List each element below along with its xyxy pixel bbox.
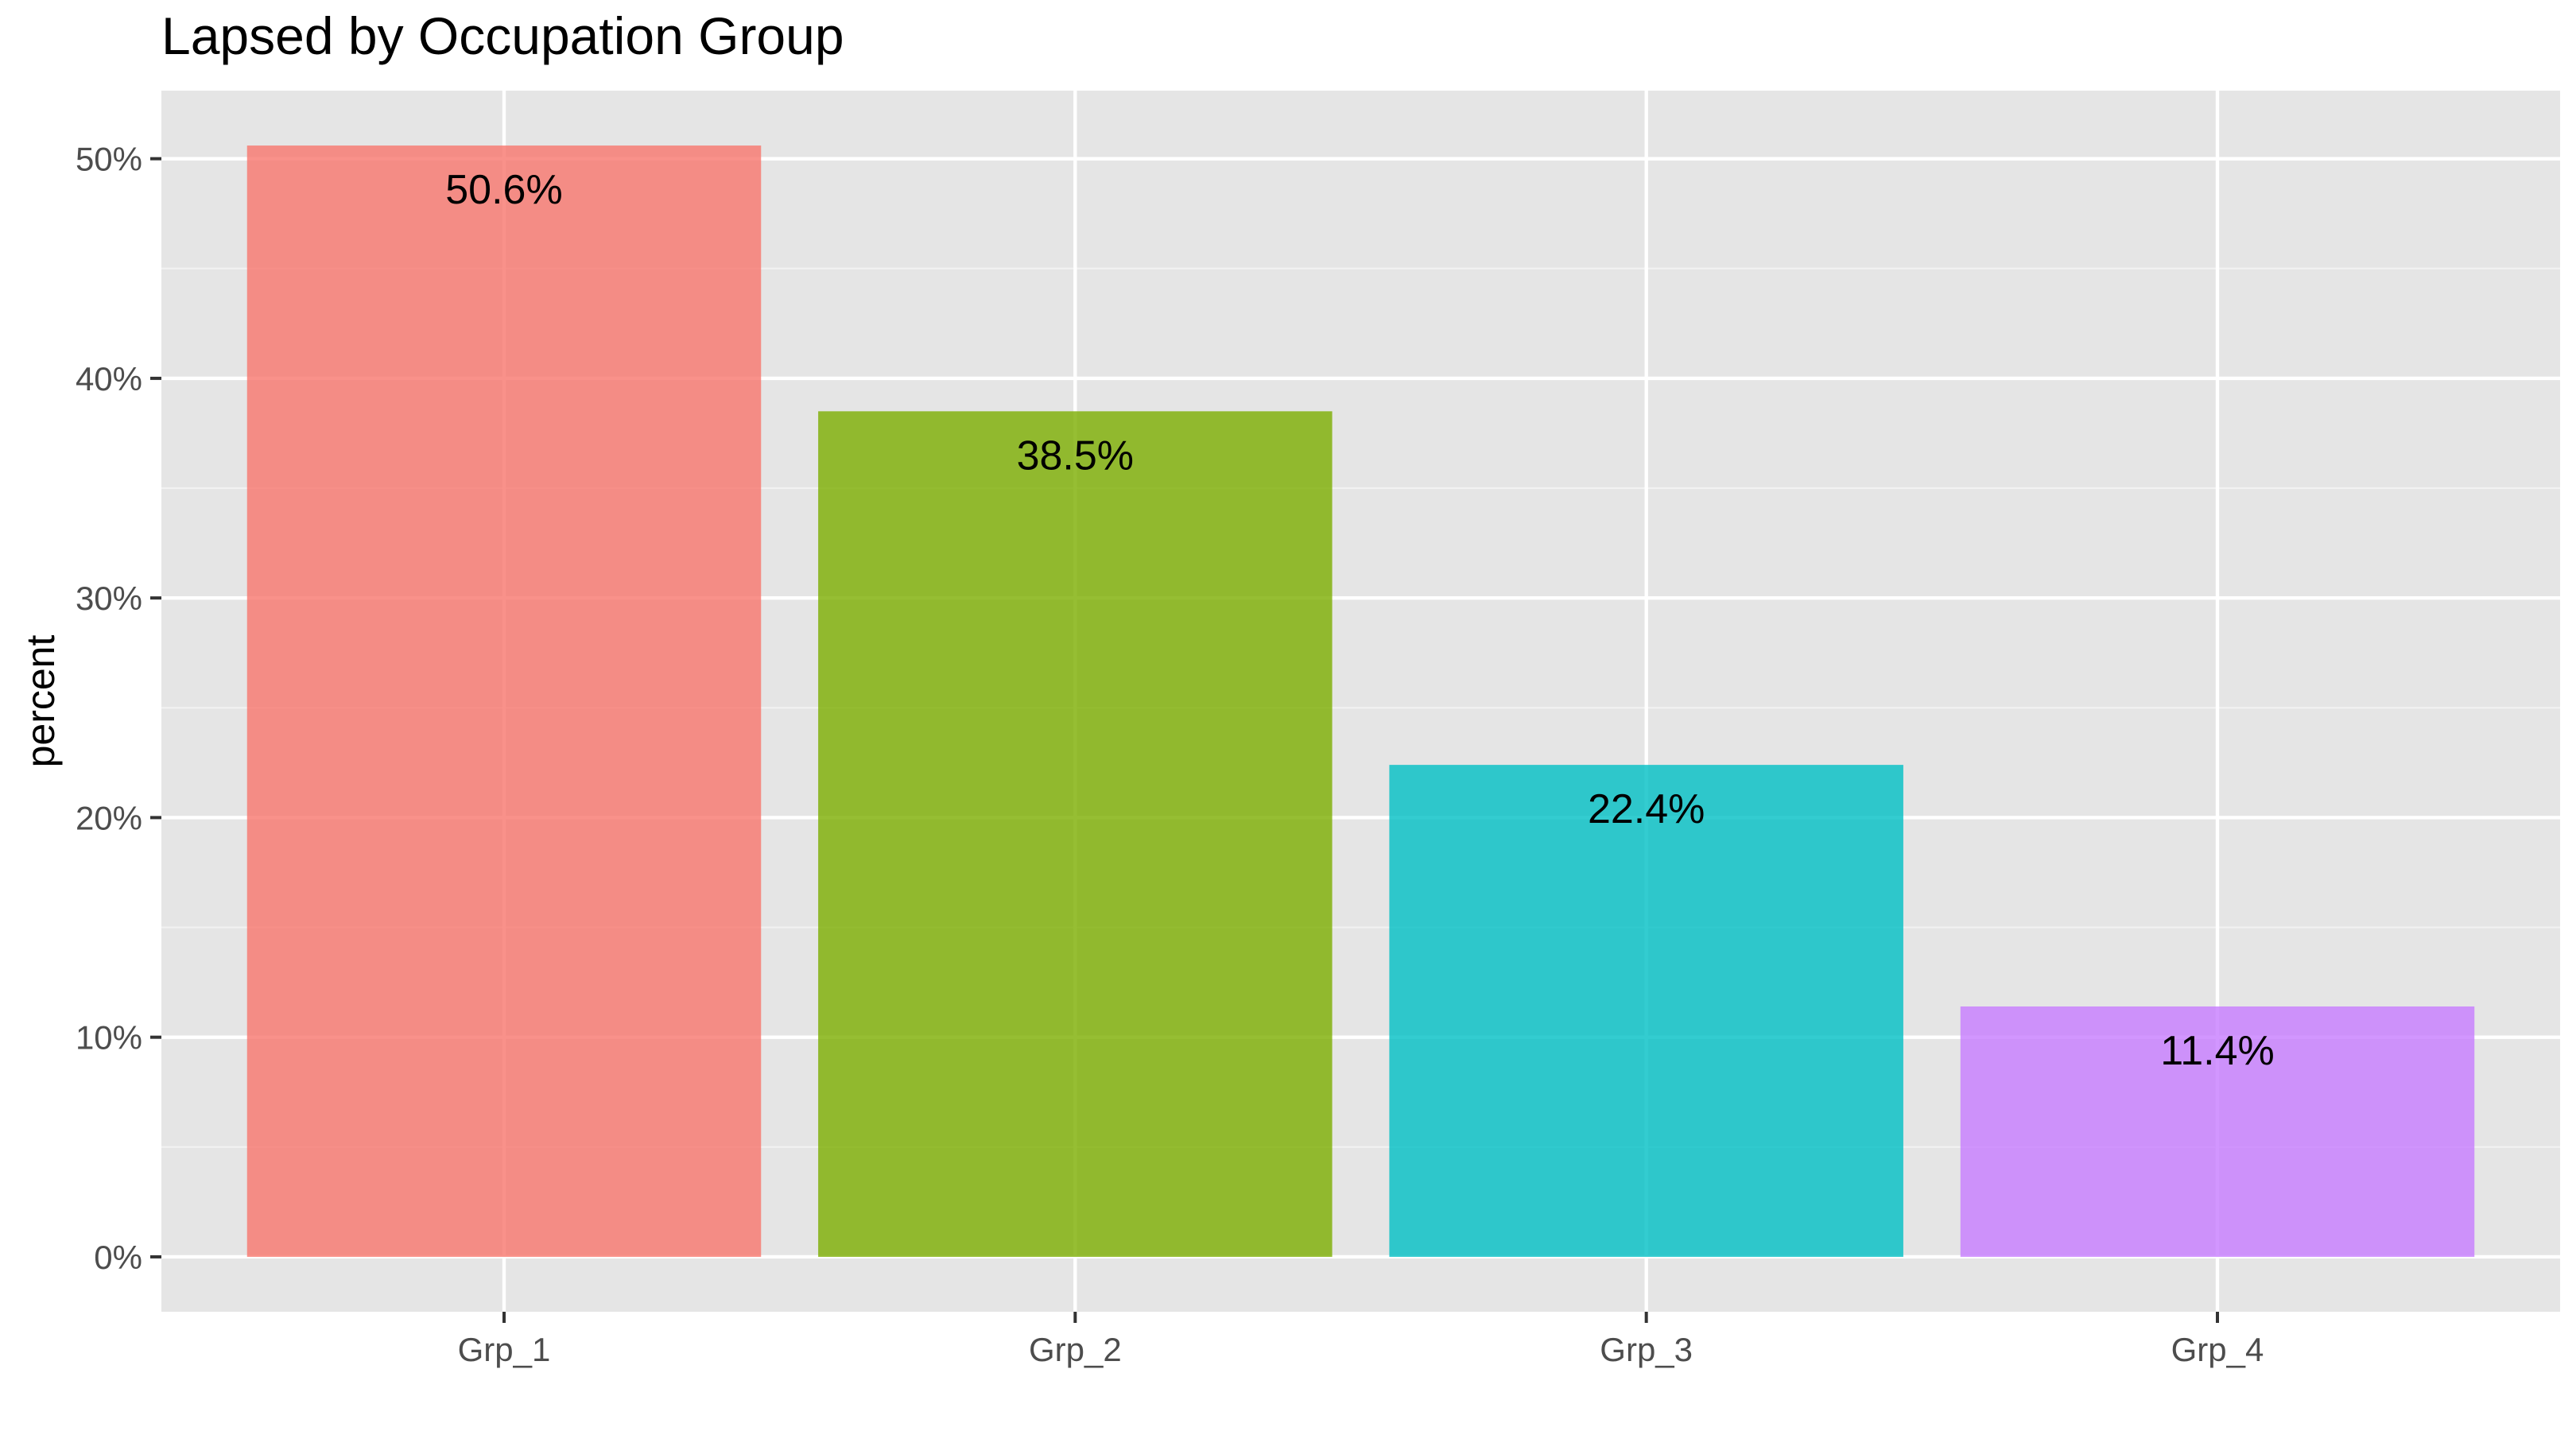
y-tick-label: 10% (76, 1019, 142, 1057)
y-tick-label: 30% (76, 580, 142, 617)
x-tick-label: Grp_2 (1029, 1331, 1122, 1368)
data-label: 22.4% (1588, 786, 1705, 832)
x-tick-label: Grp_1 (458, 1331, 551, 1368)
bar-grp-2 (818, 411, 1333, 1257)
bar-grp-1 (246, 145, 762, 1257)
x-tick-label: Grp_4 (2171, 1331, 2264, 1368)
y-axis-title: percent (18, 635, 63, 768)
y-axis: 0% 10% 20% 30% 40% 50% (76, 141, 161, 1276)
x-tick-label: Grp_3 (1600, 1331, 1693, 1368)
y-tick-label: 20% (76, 799, 142, 836)
chart-title: Lapsed by Occupation Group (161, 6, 844, 65)
data-labels: 50.6% 38.5% 22.4% 11.4% (445, 167, 2275, 1074)
bar-grp-4 (1960, 1006, 2475, 1257)
y-tick-label: 40% (76, 360, 142, 398)
bars (246, 145, 2475, 1257)
y-tick-label: 50% (76, 141, 142, 178)
bar-grp-3 (1389, 765, 1903, 1257)
x-axis: Grp_1 Grp_2 Grp_3 Grp_4 (458, 1312, 2264, 1368)
data-label: 11.4% (2160, 1028, 2275, 1074)
y-tick-label: 0% (94, 1239, 142, 1276)
data-label: 38.5% (1017, 432, 1134, 479)
data-label: 50.6% (445, 167, 562, 213)
